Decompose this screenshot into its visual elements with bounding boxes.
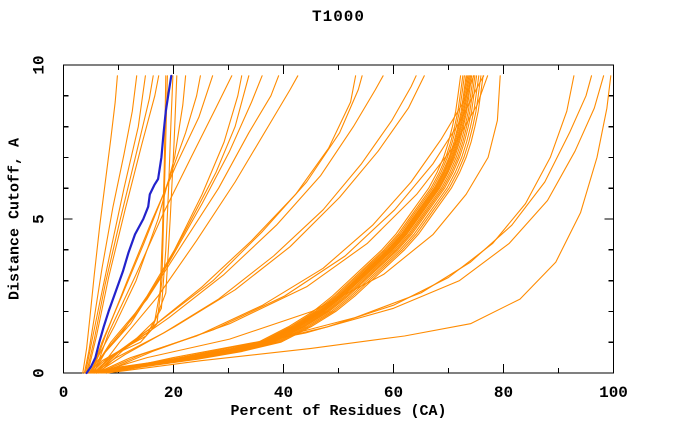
model-26 [101, 75, 489, 374]
model-15 [90, 75, 250, 374]
model-17 [90, 75, 280, 374]
x-axis-title: Percent of Residues (CA) [230, 403, 447, 420]
model-29 [101, 75, 593, 374]
x-tick-label: 20 [164, 384, 183, 402]
x-tick-label: 40 [274, 384, 293, 402]
model-20 [95, 75, 363, 374]
model-13 [93, 75, 233, 374]
axes-frame [62, 64, 615, 374]
x-tick-label: 80 [494, 384, 513, 402]
highlighted-model [85, 74, 173, 375]
y-tick-label: 5 [31, 214, 49, 224]
y-tick-label: 10 [31, 55, 49, 74]
x-tick-label: 0 [59, 384, 69, 402]
model-03 [84, 75, 146, 374]
model-23 [95, 75, 425, 374]
model-22 [93, 75, 417, 374]
model-21 [98, 75, 384, 374]
model-31 [106, 75, 612, 374]
model-19 [93, 75, 357, 374]
dense-model-bundle-15 [106, 75, 484, 374]
model-16 [92, 75, 263, 374]
model-02 [83, 75, 138, 374]
model-07 [92, 75, 174, 374]
model-28 [99, 75, 575, 374]
model-01 [82, 75, 118, 374]
chart-title: T1000 [311, 8, 365, 26]
model-05 [87, 75, 160, 374]
x-tick-label: 100 [599, 384, 628, 402]
x-tick-label: 60 [384, 384, 403, 402]
model-27 [95, 75, 501, 374]
model-18 [95, 75, 299, 374]
model-09 [91, 75, 167, 374]
model-12 [91, 75, 214, 374]
model-30 [103, 75, 605, 374]
model-04 [86, 75, 154, 374]
y-tick-label: 0 [31, 368, 49, 378]
model-11 [90, 75, 201, 374]
